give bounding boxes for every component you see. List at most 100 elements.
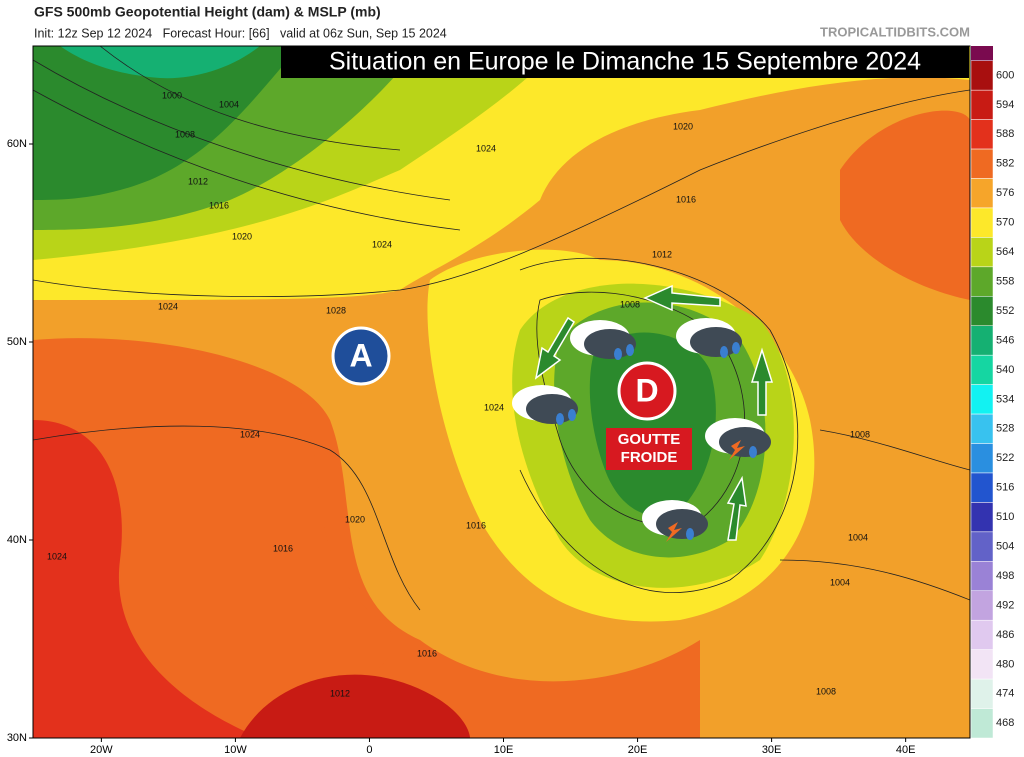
isobar-label: 1020: [673, 121, 693, 131]
isobar-label: 1008: [175, 129, 195, 139]
lon-tick-label: 30E: [762, 744, 782, 756]
lat-tick-label: 60N: [7, 138, 27, 150]
isobar-label: 1024: [372, 239, 392, 249]
colorbar-label: 534: [996, 393, 1014, 405]
colorbar-segment: [970, 296, 994, 326]
colorbar-segment: [970, 89, 994, 120]
low-note-text: GOUTTE FROIDE: [617, 431, 681, 466]
colorbar-segment: [970, 561, 994, 592]
colorbar-label: 516: [996, 482, 1014, 494]
colorbar-label: 468: [996, 717, 1014, 729]
isobar-label: 1008: [816, 686, 836, 696]
isobar-label: 1012: [652, 249, 672, 259]
colorbar-segment: [970, 531, 994, 562]
isobar-label: 1016: [273, 543, 293, 553]
colorbar-segment: [970, 384, 994, 415]
weather-icons: [512, 318, 771, 542]
colorbar-segment: [970, 708, 994, 739]
colorbar-label: 558: [996, 275, 1014, 287]
colorbar-label: 540: [996, 364, 1014, 376]
isobar-label: 1016: [209, 200, 229, 210]
isobar-label: 1020: [232, 231, 252, 241]
colorbar-segment: [970, 207, 994, 238]
low-marker: [617, 361, 677, 421]
colorbar-label: 492: [996, 599, 1014, 611]
isobar-label: 1012: [330, 688, 350, 698]
colorbar-label: 498: [996, 570, 1014, 582]
colorbar-label: 588: [996, 128, 1014, 140]
isobar-label: 1024: [158, 301, 178, 311]
isobar-label: 1024: [47, 551, 67, 561]
isobar-label: 1016: [466, 520, 486, 530]
isobar-label: 1008: [620, 299, 640, 309]
map-title: Situation en Europe le Dimanche 15 Septe…: [329, 48, 921, 76]
colorbar-segment: [970, 443, 994, 474]
lon-tick-label: 10W: [224, 744, 247, 756]
lat-tick-label: 40N: [7, 534, 27, 546]
isobar-label: 1008: [850, 429, 870, 439]
lat-tick-label: 30N: [7, 732, 27, 744]
colorbar-label: 552: [996, 305, 1014, 317]
colorbar-label: 486: [996, 629, 1014, 641]
colorbar-segment: [970, 325, 994, 356]
colorbar-segment: [970, 178, 994, 209]
colorbar-cap: [971, 46, 993, 61]
lon-tick-label: 0: [366, 744, 372, 756]
colorbar-label: 594: [996, 99, 1014, 111]
wind-arrows: [534, 284, 774, 541]
high-marker: [331, 326, 391, 386]
colorbar-segment: [970, 148, 994, 179]
isobar-labels: 1000 1004 1008 1012 1016 1020 1024 1024 …: [47, 90, 870, 698]
colorbar-label: 564: [996, 246, 1014, 258]
colorbar-segment: [970, 590, 994, 621]
low-note-box: [606, 428, 692, 470]
header-subtitle: Init: 12z Sep 12 2024 Forecast Hour: [66…: [34, 26, 447, 40]
isobar-label: 1000: [162, 90, 182, 100]
colorbar-segment: [970, 413, 994, 444]
isobar-label: 1016: [417, 648, 437, 658]
colorbar-label: 600: [996, 69, 1014, 81]
colorbar-segment: [970, 502, 994, 533]
map-frame: [32, 45, 971, 739]
isobar-label: 1004: [219, 99, 239, 109]
colorbar-label: 522: [996, 452, 1014, 464]
isobar-label: 1024: [476, 143, 496, 153]
colorbar-segment: [970, 472, 994, 503]
colorbar-label: 510: [996, 511, 1014, 523]
map-title-box: [281, 46, 969, 78]
colorbar-label: 480: [996, 658, 1014, 670]
colorbar-label: 504: [996, 541, 1014, 553]
isobar-label: 1020: [345, 514, 365, 524]
isobar-label: 1004: [830, 577, 850, 587]
colorbar-label: 546: [996, 334, 1014, 346]
axes: 60N 50N 40N 30N 20W 10W 0 10E 20E 30E 40E: [7, 138, 916, 756]
isobar-label: 1004: [848, 532, 868, 542]
colorbar: 600 594 588 582 576 570 564 558 552 546 540 534 528 5…: [970, 46, 1014, 739]
lon-tick-label: 20E: [628, 744, 648, 756]
colorbar-segment: [970, 60, 994, 91]
colorbar-segment: [970, 354, 994, 385]
low-label: D: [635, 372, 658, 408]
colorbar-segment: [970, 266, 994, 297]
colorbar-label: 576: [996, 187, 1014, 199]
lon-tick-label: 40E: [896, 744, 916, 756]
isobar-label: 1016: [676, 194, 696, 204]
isobar-label: 1024: [240, 429, 260, 439]
colorbar-segment: [970, 237, 994, 268]
lon-tick-label: 10E: [494, 744, 514, 756]
high-label: A: [349, 337, 372, 373]
colorbar-segment: [970, 649, 994, 680]
isobar-label: 1024: [484, 402, 504, 412]
low-note: GOUTTE FROIDE: [617, 431, 681, 466]
lon-tick-label: 20W: [90, 744, 113, 756]
isobar-label: 1028: [326, 305, 346, 315]
colorbar-label: 474: [996, 688, 1014, 700]
source: TROPICALTIDBITS.COM: [820, 24, 970, 39]
map: 1000 1004 1008 1012 1016 1020 1024 1024 …: [33, 46, 970, 738]
header-title: GFS 500mb Geopotential Height (dam) & MS…: [34, 4, 381, 20]
colorbar-segment: [970, 619, 994, 650]
colorbar-segment: [970, 119, 994, 150]
colorbar-label: 528: [996, 423, 1014, 435]
colorbar-label: 582: [996, 158, 1014, 170]
